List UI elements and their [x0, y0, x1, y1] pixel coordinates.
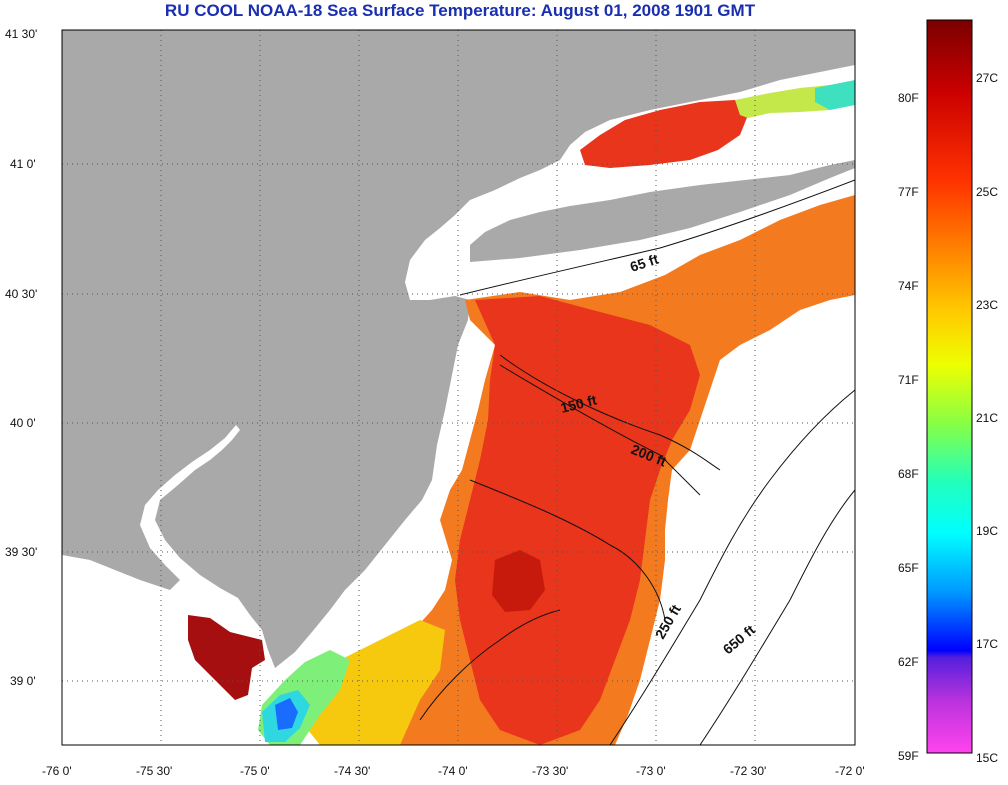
lon-label: -73 30' — [532, 764, 568, 778]
lon-label: -72 30' — [730, 764, 766, 778]
colorbar-c-label: 19C — [976, 524, 998, 538]
colorbar-f-label: 71F — [898, 373, 919, 387]
colorbar-c-label: 25C — [976, 185, 998, 199]
colorbar-c-labels: 27C 25C 23C 21C 19C 17C 15C — [976, 71, 998, 765]
sst-delaware-bay-hot — [188, 615, 265, 700]
lat-label: 40 0' — [10, 416, 36, 430]
lon-label: -76 0' — [42, 764, 72, 778]
colorbar-c-label: 15C — [976, 751, 998, 765]
graticule — [62, 30, 855, 745]
lon-label: -72 0' — [835, 764, 865, 778]
sst-patch-sound-east-cool — [815, 80, 855, 110]
lon-label: -75 0' — [240, 764, 270, 778]
colorbar-c-label: 17C — [976, 637, 998, 651]
lat-label: 41 0' — [10, 157, 36, 171]
colorbar-f-label: 68F — [898, 467, 919, 481]
bathymetry-contours — [419, 179, 855, 745]
colorbar-c-label: 21C — [976, 411, 998, 425]
sst-warm-core — [455, 296, 700, 745]
land-mass-long-island — [470, 160, 855, 262]
colorbar-c-label: 27C — [976, 71, 998, 85]
sst-hot-spot — [492, 550, 545, 612]
sst-southern-blue — [275, 698, 298, 730]
colorbar-f-label: 74F — [898, 279, 919, 293]
sst-patch-long-island-sound — [580, 100, 750, 168]
lon-labels: -76 0' -75 30' -75 0' -74 30' -74 0' -73… — [42, 764, 865, 778]
land-mass — [62, 30, 855, 668]
colorbar-f-label: 65F — [898, 561, 919, 575]
lon-label: -75 30' — [136, 764, 172, 778]
colorbar-f-label: 62F — [898, 655, 919, 669]
lat-label: 39 0' — [10, 674, 36, 688]
sst-southern-yellow-band — [300, 620, 445, 745]
map-frame — [61, 29, 856, 746]
lat-labels: 41 30' 41 0' 40 30' 40 0' 39 30' 39 0' — [5, 27, 37, 688]
lat-label: 40 30' — [5, 287, 37, 301]
colorbar — [926, 19, 973, 754]
lon-label: -74 30' — [334, 764, 370, 778]
lat-label: 41 30' — [5, 27, 37, 41]
colorbar-f-labels: 80F 77F 74F 71F 68F 65F 62F 59F — [898, 91, 919, 763]
colorbar-f-label: 80F — [898, 91, 919, 105]
lon-label: -74 0' — [438, 764, 468, 778]
lat-label: 39 30' — [5, 545, 37, 559]
map-title: RU COOL NOAA-18 Sea Surface Temperature:… — [164, 1, 756, 20]
colorbar-c-label: 23C — [976, 298, 998, 312]
lon-label: -73 0' — [636, 764, 666, 778]
colorbar-f-label: 77F — [898, 185, 919, 199]
colorbar-f-label: 59F — [898, 749, 919, 763]
